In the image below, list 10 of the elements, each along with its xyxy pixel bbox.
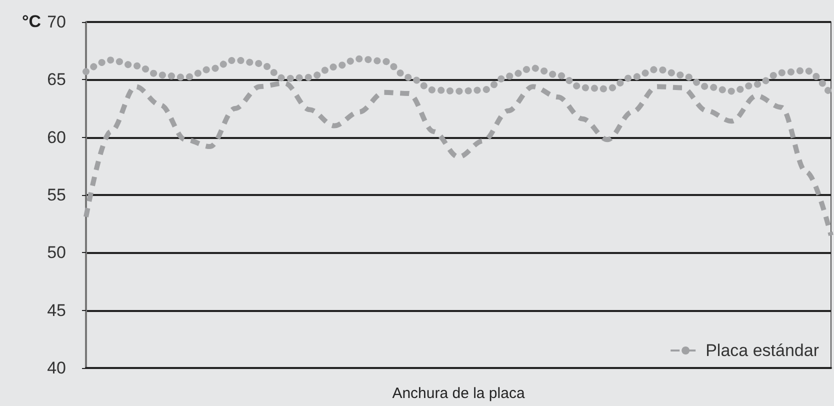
y-tick-label: 65 bbox=[47, 70, 66, 90]
y-tick-label: 70 bbox=[47, 12, 66, 32]
y-tick-label: 40 bbox=[47, 358, 66, 378]
y-tick-label: 60 bbox=[47, 128, 66, 147]
y-tick-label: 50 bbox=[47, 243, 66, 262]
y-axis-title: °C bbox=[22, 12, 42, 31]
y-tick-label: 45 bbox=[47, 300, 66, 320]
x-axis-title: Anchura de la placa bbox=[392, 385, 526, 402]
y-tick-label: 55 bbox=[47, 186, 66, 204]
legend-label: Placa estándar bbox=[706, 341, 820, 360]
